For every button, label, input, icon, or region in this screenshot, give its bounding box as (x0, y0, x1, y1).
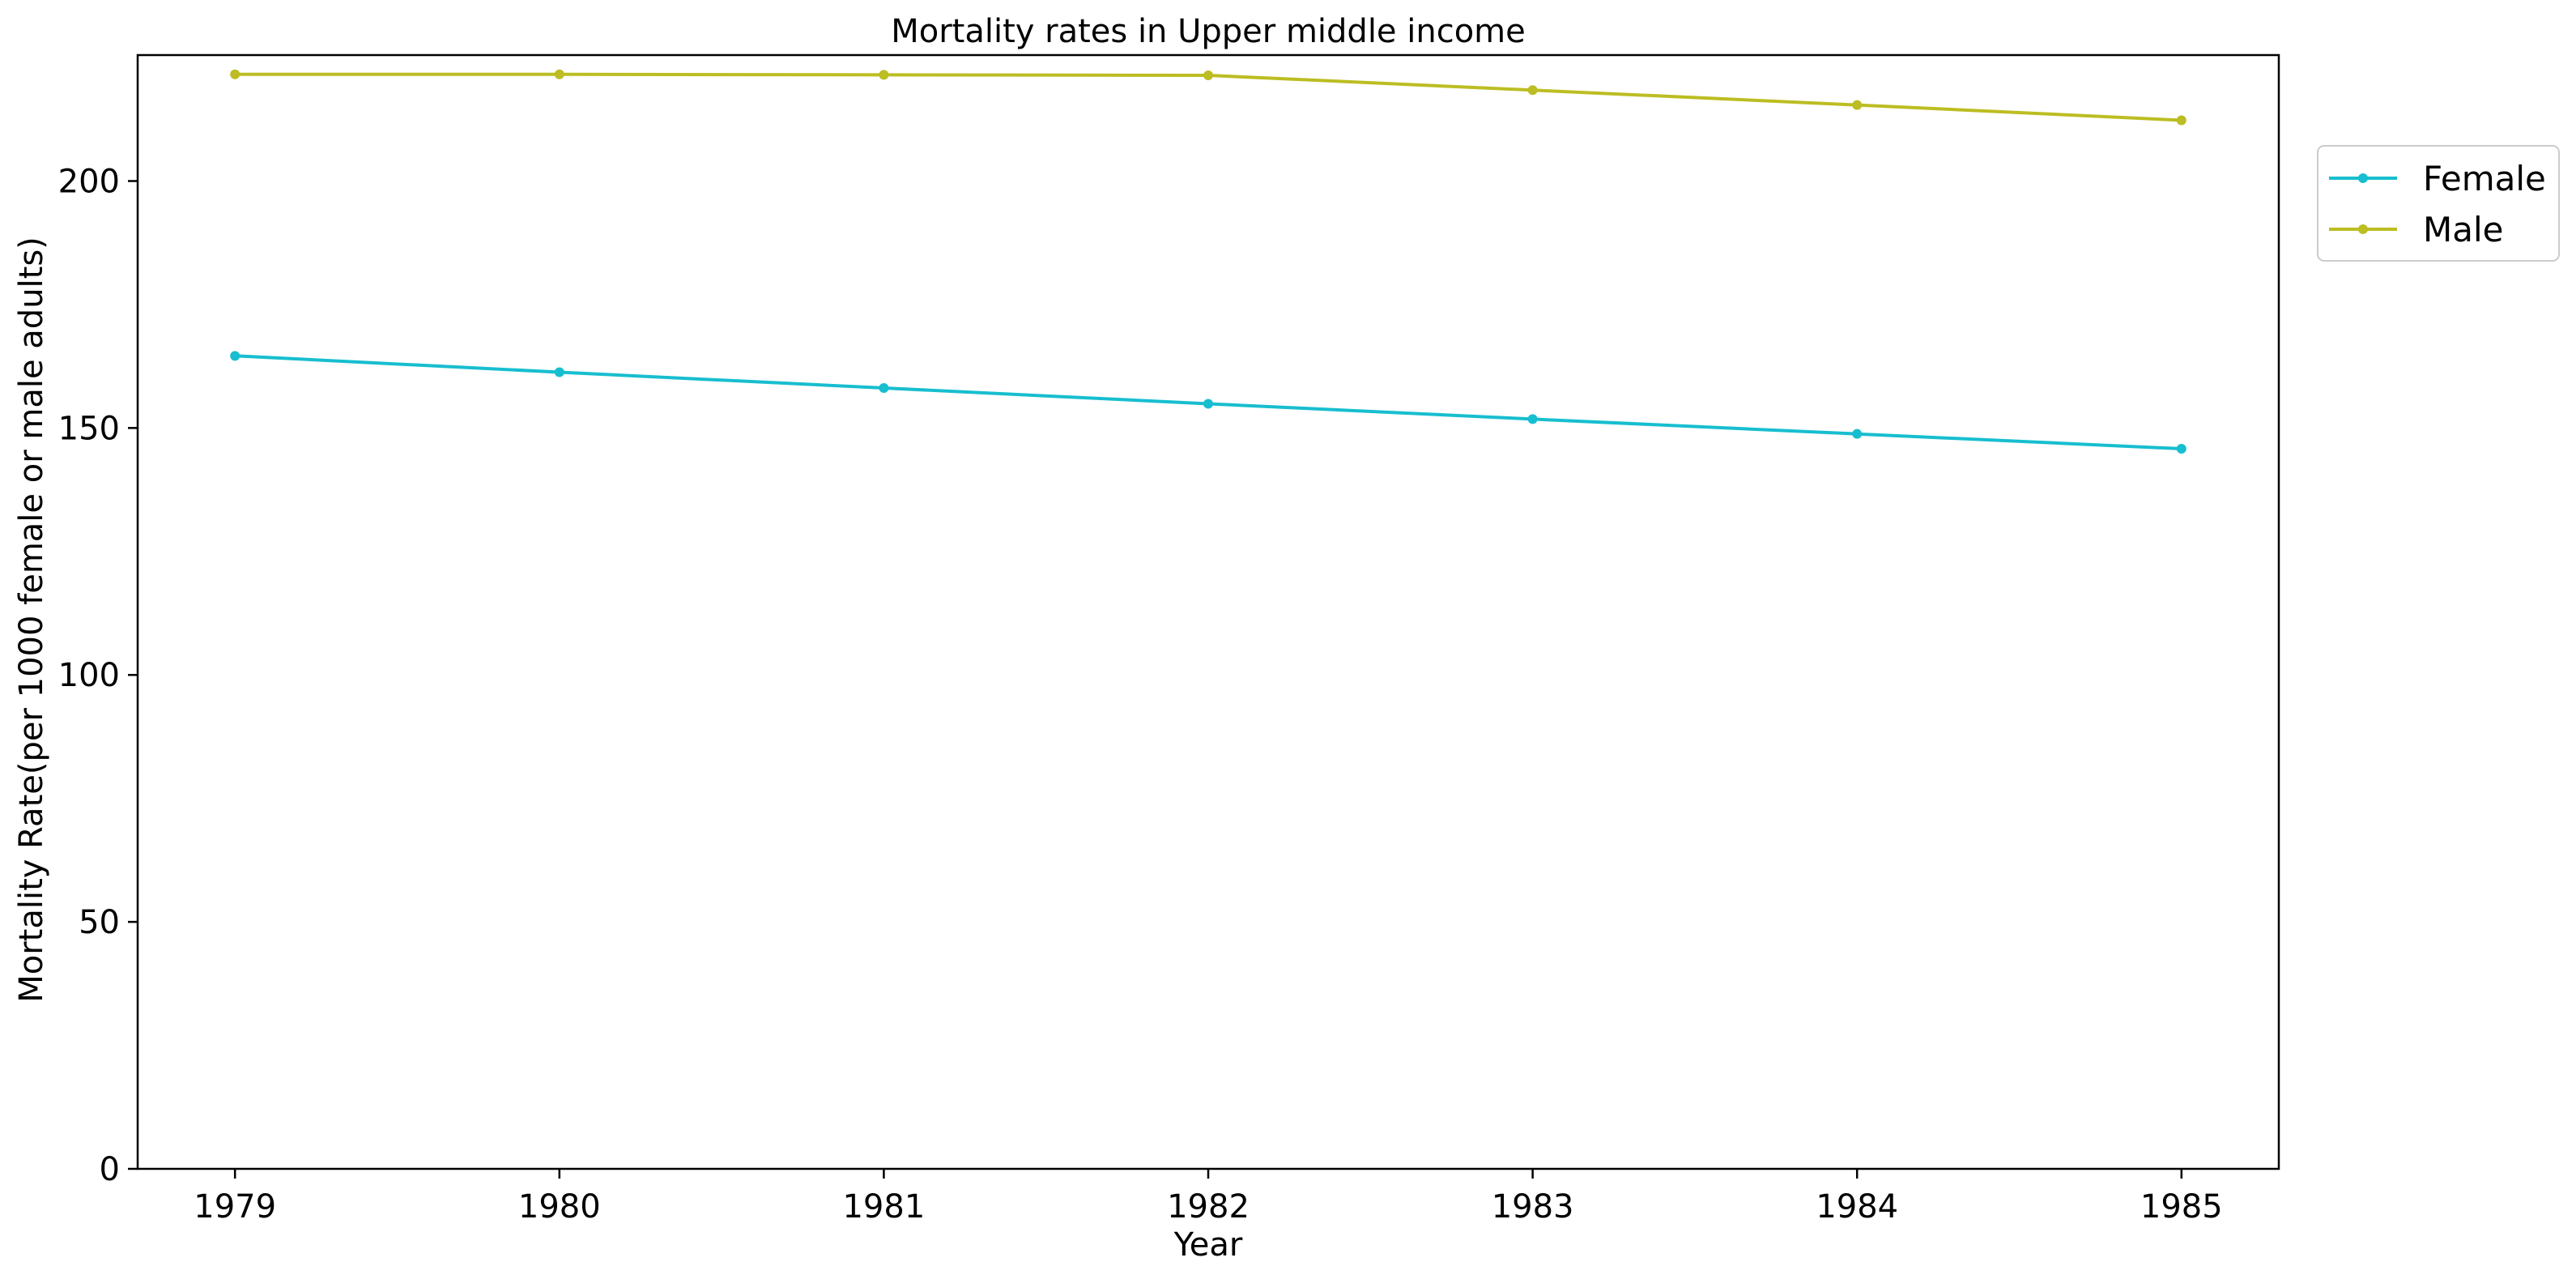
data-point-male (554, 69, 564, 79)
x-tick-label: 1979 (194, 1188, 276, 1226)
y-axis-title: Mortality Rate(per 1000 female or male a… (13, 237, 50, 1003)
data-point-male (2176, 115, 2186, 126)
x-tick-label: 1984 (1816, 1188, 1898, 1226)
x-tick-label: 1981 (842, 1188, 925, 1226)
x-axis-title: Year (1173, 1226, 1243, 1264)
data-point-female (2176, 443, 2186, 454)
data-point-male (879, 70, 889, 80)
x-tick-label: 1980 (518, 1188, 601, 1226)
legend-marker-female (2358, 173, 2368, 183)
legend-label-female: Female (2423, 159, 2546, 198)
y-tick-label: 0 (100, 1151, 120, 1188)
data-point-male (1203, 70, 1213, 80)
x-tick-label: 1983 (1492, 1188, 1574, 1226)
data-point-female (1203, 399, 1213, 409)
y-tick-label: 100 (58, 657, 120, 694)
y-tick-label: 150 (58, 410, 120, 447)
plot-area: 1979 1980 1981 1982 1983 1984 1985 0 50 100 150 200 (58, 53, 2280, 1226)
x-tick-label: 1982 (1167, 1188, 1250, 1226)
chart-title: Mortality rates in Upper middle income (891, 13, 1526, 50)
x-tick-label: 1985 (2140, 1188, 2223, 1226)
data-point-female (879, 382, 889, 393)
legend-label-male: Male (2423, 210, 2503, 249)
y-tick-label: 50 (79, 904, 120, 941)
data-point-male (1527, 85, 1538, 96)
data-point-female (1527, 414, 1538, 424)
data-point-female (230, 351, 241, 361)
data-point-female (554, 367, 564, 377)
data-point-male (1852, 100, 1863, 110)
y-tick-label: 200 (58, 163, 120, 200)
legend: Female Male (2317, 145, 2560, 262)
data-point-female (1852, 428, 1863, 439)
legend-marker-male (2358, 224, 2368, 234)
legend-frame (2317, 145, 2560, 262)
data-point-male (230, 69, 241, 79)
